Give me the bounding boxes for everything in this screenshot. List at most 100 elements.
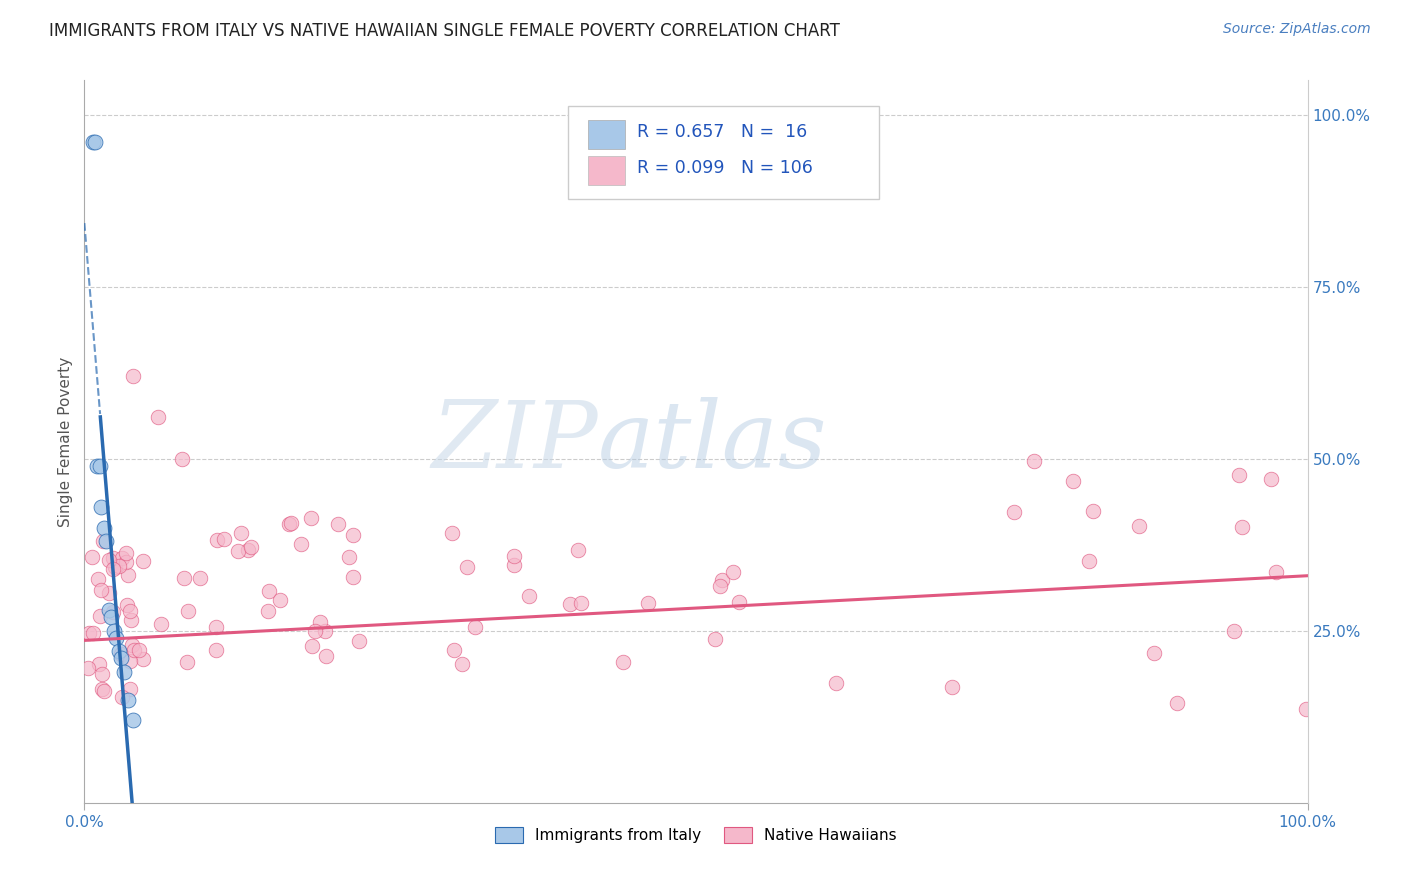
- Point: [132, 554, 155, 568]
- Legend: Immigrants from Italy, Native Hawaiians: Immigrants from Italy, Native Hawaiians: [489, 822, 903, 849]
- Point: [238, 542, 260, 557]
- Point: [132, 652, 155, 666]
- Point: [111, 550, 134, 565]
- Point: [727, 595, 749, 609]
- Point: [82, 549, 104, 564]
- Point: [90, 666, 112, 681]
- FancyBboxPatch shape: [568, 105, 880, 200]
- Point: [146, 410, 169, 425]
- Point: [89, 458, 111, 473]
- Point: [278, 516, 301, 531]
- Point: [256, 604, 278, 618]
- Point: [122, 713, 145, 727]
- Point: [1227, 467, 1250, 482]
- Point: [441, 525, 464, 540]
- Point: [82, 135, 104, 149]
- Point: [1264, 565, 1286, 579]
- Point: [112, 665, 135, 679]
- Point: [98, 585, 121, 599]
- Point: [103, 624, 125, 638]
- Point: [105, 631, 128, 645]
- Point: [96, 534, 118, 549]
- Text: atlas: atlas: [598, 397, 828, 486]
- Point: [205, 620, 228, 634]
- Point: [205, 643, 228, 657]
- Point: [122, 643, 145, 657]
- Point: [173, 571, 195, 585]
- Point: [825, 676, 848, 690]
- Point: [464, 619, 486, 633]
- Point: [90, 500, 112, 514]
- Point: [90, 582, 112, 597]
- Point: [1223, 624, 1246, 639]
- Point: [228, 543, 250, 558]
- Point: [188, 571, 211, 585]
- Point: [314, 624, 336, 638]
- Point: [122, 369, 145, 384]
- Point: [240, 541, 263, 555]
- Point: [98, 553, 121, 567]
- Point: [280, 516, 302, 530]
- Point: [517, 589, 540, 603]
- Point: [229, 526, 252, 541]
- Point: [637, 596, 659, 610]
- Point: [107, 558, 129, 573]
- Point: [93, 534, 115, 549]
- Bar: [588, 120, 626, 149]
- Point: [1295, 702, 1317, 716]
- Point: [120, 613, 142, 627]
- Point: [172, 451, 194, 466]
- Point: [443, 642, 465, 657]
- Text: R = 0.657   N =  16: R = 0.657 N = 16: [637, 123, 807, 141]
- Point: [301, 640, 323, 654]
- Point: [120, 604, 142, 618]
- Point: [1002, 505, 1025, 519]
- Point: [1166, 696, 1188, 710]
- Point: [709, 579, 731, 593]
- Bar: [588, 156, 626, 185]
- Point: [111, 690, 134, 704]
- Point: [115, 598, 138, 612]
- Point: [502, 549, 524, 563]
- Point: [456, 559, 478, 574]
- Point: [567, 543, 589, 558]
- Point: [101, 605, 124, 619]
- Point: [1022, 454, 1045, 468]
- Point: [93, 520, 115, 534]
- Point: [207, 533, 229, 547]
- Point: [612, 656, 634, 670]
- Point: [1128, 519, 1150, 533]
- Text: Source: ZipAtlas.com: Source: ZipAtlas.com: [1223, 22, 1371, 37]
- Point: [101, 551, 124, 566]
- Point: [1081, 504, 1104, 518]
- Point: [1260, 472, 1282, 486]
- Point: [128, 643, 150, 657]
- Point: [87, 573, 110, 587]
- Point: [97, 603, 120, 617]
- Point: [1232, 520, 1254, 534]
- Point: [89, 609, 111, 624]
- Point: [342, 528, 364, 542]
- Point: [87, 657, 110, 671]
- Point: [176, 655, 198, 669]
- Point: [269, 592, 291, 607]
- Point: [328, 516, 350, 531]
- Point: [104, 560, 127, 574]
- Point: [117, 692, 139, 706]
- Point: [84, 135, 107, 149]
- Text: R = 0.099   N = 106: R = 0.099 N = 106: [637, 160, 813, 178]
- Point: [347, 634, 370, 648]
- Point: [117, 568, 139, 582]
- Point: [569, 596, 592, 610]
- Point: [257, 584, 280, 599]
- Point: [82, 626, 104, 640]
- Point: [93, 684, 115, 698]
- Point: [941, 680, 963, 694]
- Point: [703, 632, 725, 647]
- Point: [110, 651, 132, 665]
- Point: [450, 657, 472, 671]
- Point: [77, 661, 100, 675]
- Point: [342, 570, 364, 584]
- Point: [101, 562, 124, 576]
- Point: [721, 566, 744, 580]
